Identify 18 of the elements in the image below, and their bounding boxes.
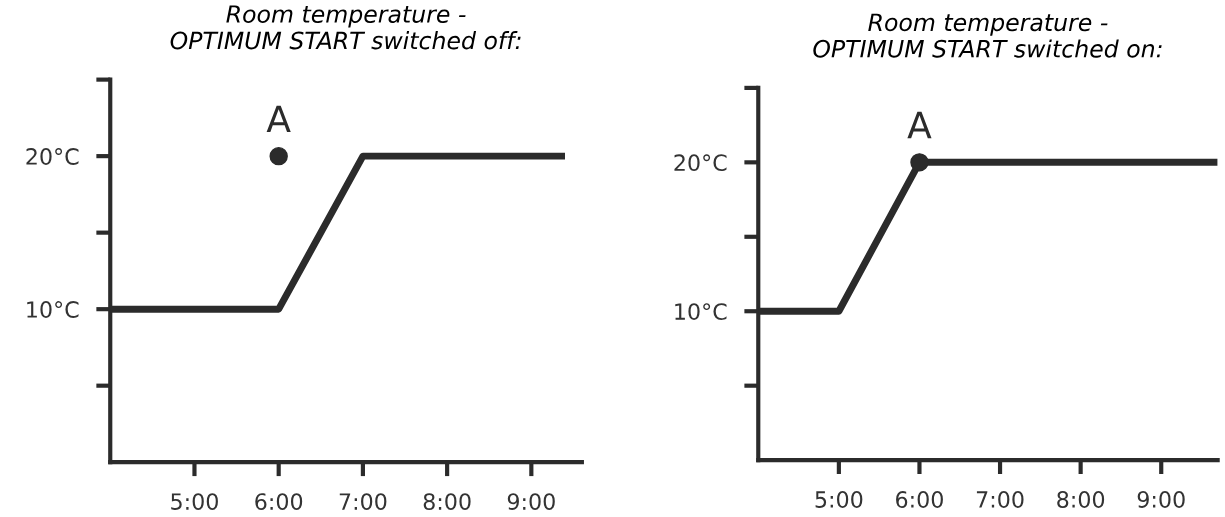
- x-tick-label: 5:00: [171, 493, 218, 510]
- x-tick-label: 8:00: [1057, 491, 1105, 508]
- y-tick-label: 20°C: [26, 148, 79, 165]
- x-tick-label: 7:00: [976, 491, 1024, 508]
- x-tick-label: 6:00: [896, 491, 943, 508]
- x-tick-label: 8:00: [423, 493, 471, 510]
- annotation: A: [907, 111, 932, 139]
- x-tick-label: 7:00: [339, 493, 387, 510]
- x-tick-label: 9:00: [507, 493, 555, 510]
- x-tick-label: 9:00: [1137, 491, 1185, 508]
- x-tick-label: 6:00: [255, 493, 303, 510]
- annotation: A: [266, 105, 291, 132]
- y-tick-label: 10°C: [675, 303, 727, 320]
- y-tick-label: 20°C: [674, 154, 727, 172]
- chart-title: Room temperature - OPTIMUM START switched off:: [170, 5, 521, 50]
- x-tick-label: 5:00: [815, 491, 863, 508]
- y-tick-label: 10°C: [27, 301, 79, 318]
- chart-title: Room temperature - OPTIMUM START switched on:: [813, 13, 1162, 58]
